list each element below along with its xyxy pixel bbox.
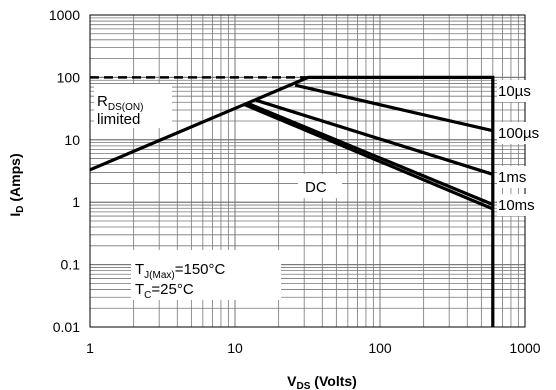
pulse-label-1ms: 1ms <box>498 169 526 186</box>
pulse-label-10ms: 10ms <box>498 197 535 214</box>
series-dc <box>243 102 494 211</box>
pulse-label-box-1ms <box>497 166 537 188</box>
series-100s <box>294 83 494 133</box>
y-tick-label: 10 <box>64 132 80 148</box>
series-10ms <box>245 101 494 206</box>
y-tick-label: 0.01 <box>53 319 80 335</box>
x-tick-label: 10 <box>227 340 243 356</box>
curves <box>89 75 495 327</box>
pulse-label-box-10us <box>497 80 545 102</box>
x-tick-label: 100 <box>368 340 392 356</box>
tc-label: TC=25°C <box>135 281 194 301</box>
rds-limited-label: limited <box>97 111 140 128</box>
series-1ms <box>255 98 494 176</box>
pulse-label-100us: 100µs <box>498 125 539 142</box>
series-10s <box>89 75 495 327</box>
x-tick-labels: 1 10 100 1000 <box>86 340 541 356</box>
tj-label-box <box>131 250 281 300</box>
dc-label-box <box>298 174 342 198</box>
pulse-label-10us: 10µs <box>498 83 531 100</box>
y-axis-label: ID (Amps) <box>7 153 26 216</box>
y-tick-label: 1000 <box>49 7 80 23</box>
y-tick-label: 0.1 <box>61 257 81 273</box>
dc-label: DC <box>305 179 327 196</box>
x-tick-label: 1000 <box>509 340 540 356</box>
y-tick-labels: 1000 100 10 1 0.1 0.01 <box>49 7 80 335</box>
pulse-label-box-10ms <box>497 194 545 216</box>
x-tick-label: 1 <box>86 340 94 356</box>
tj-max-label: TJ(Max)=150°C <box>135 261 226 281</box>
rds-on-label: RDS(ON) <box>97 93 143 113</box>
pulse-label-box-100us <box>497 122 545 144</box>
y-tick-label: 1 <box>72 194 80 210</box>
rds-label-box <box>94 84 172 128</box>
x-axis-label: VDS (Volts) <box>287 373 357 390</box>
y-tick-label: 100 <box>57 69 81 85</box>
